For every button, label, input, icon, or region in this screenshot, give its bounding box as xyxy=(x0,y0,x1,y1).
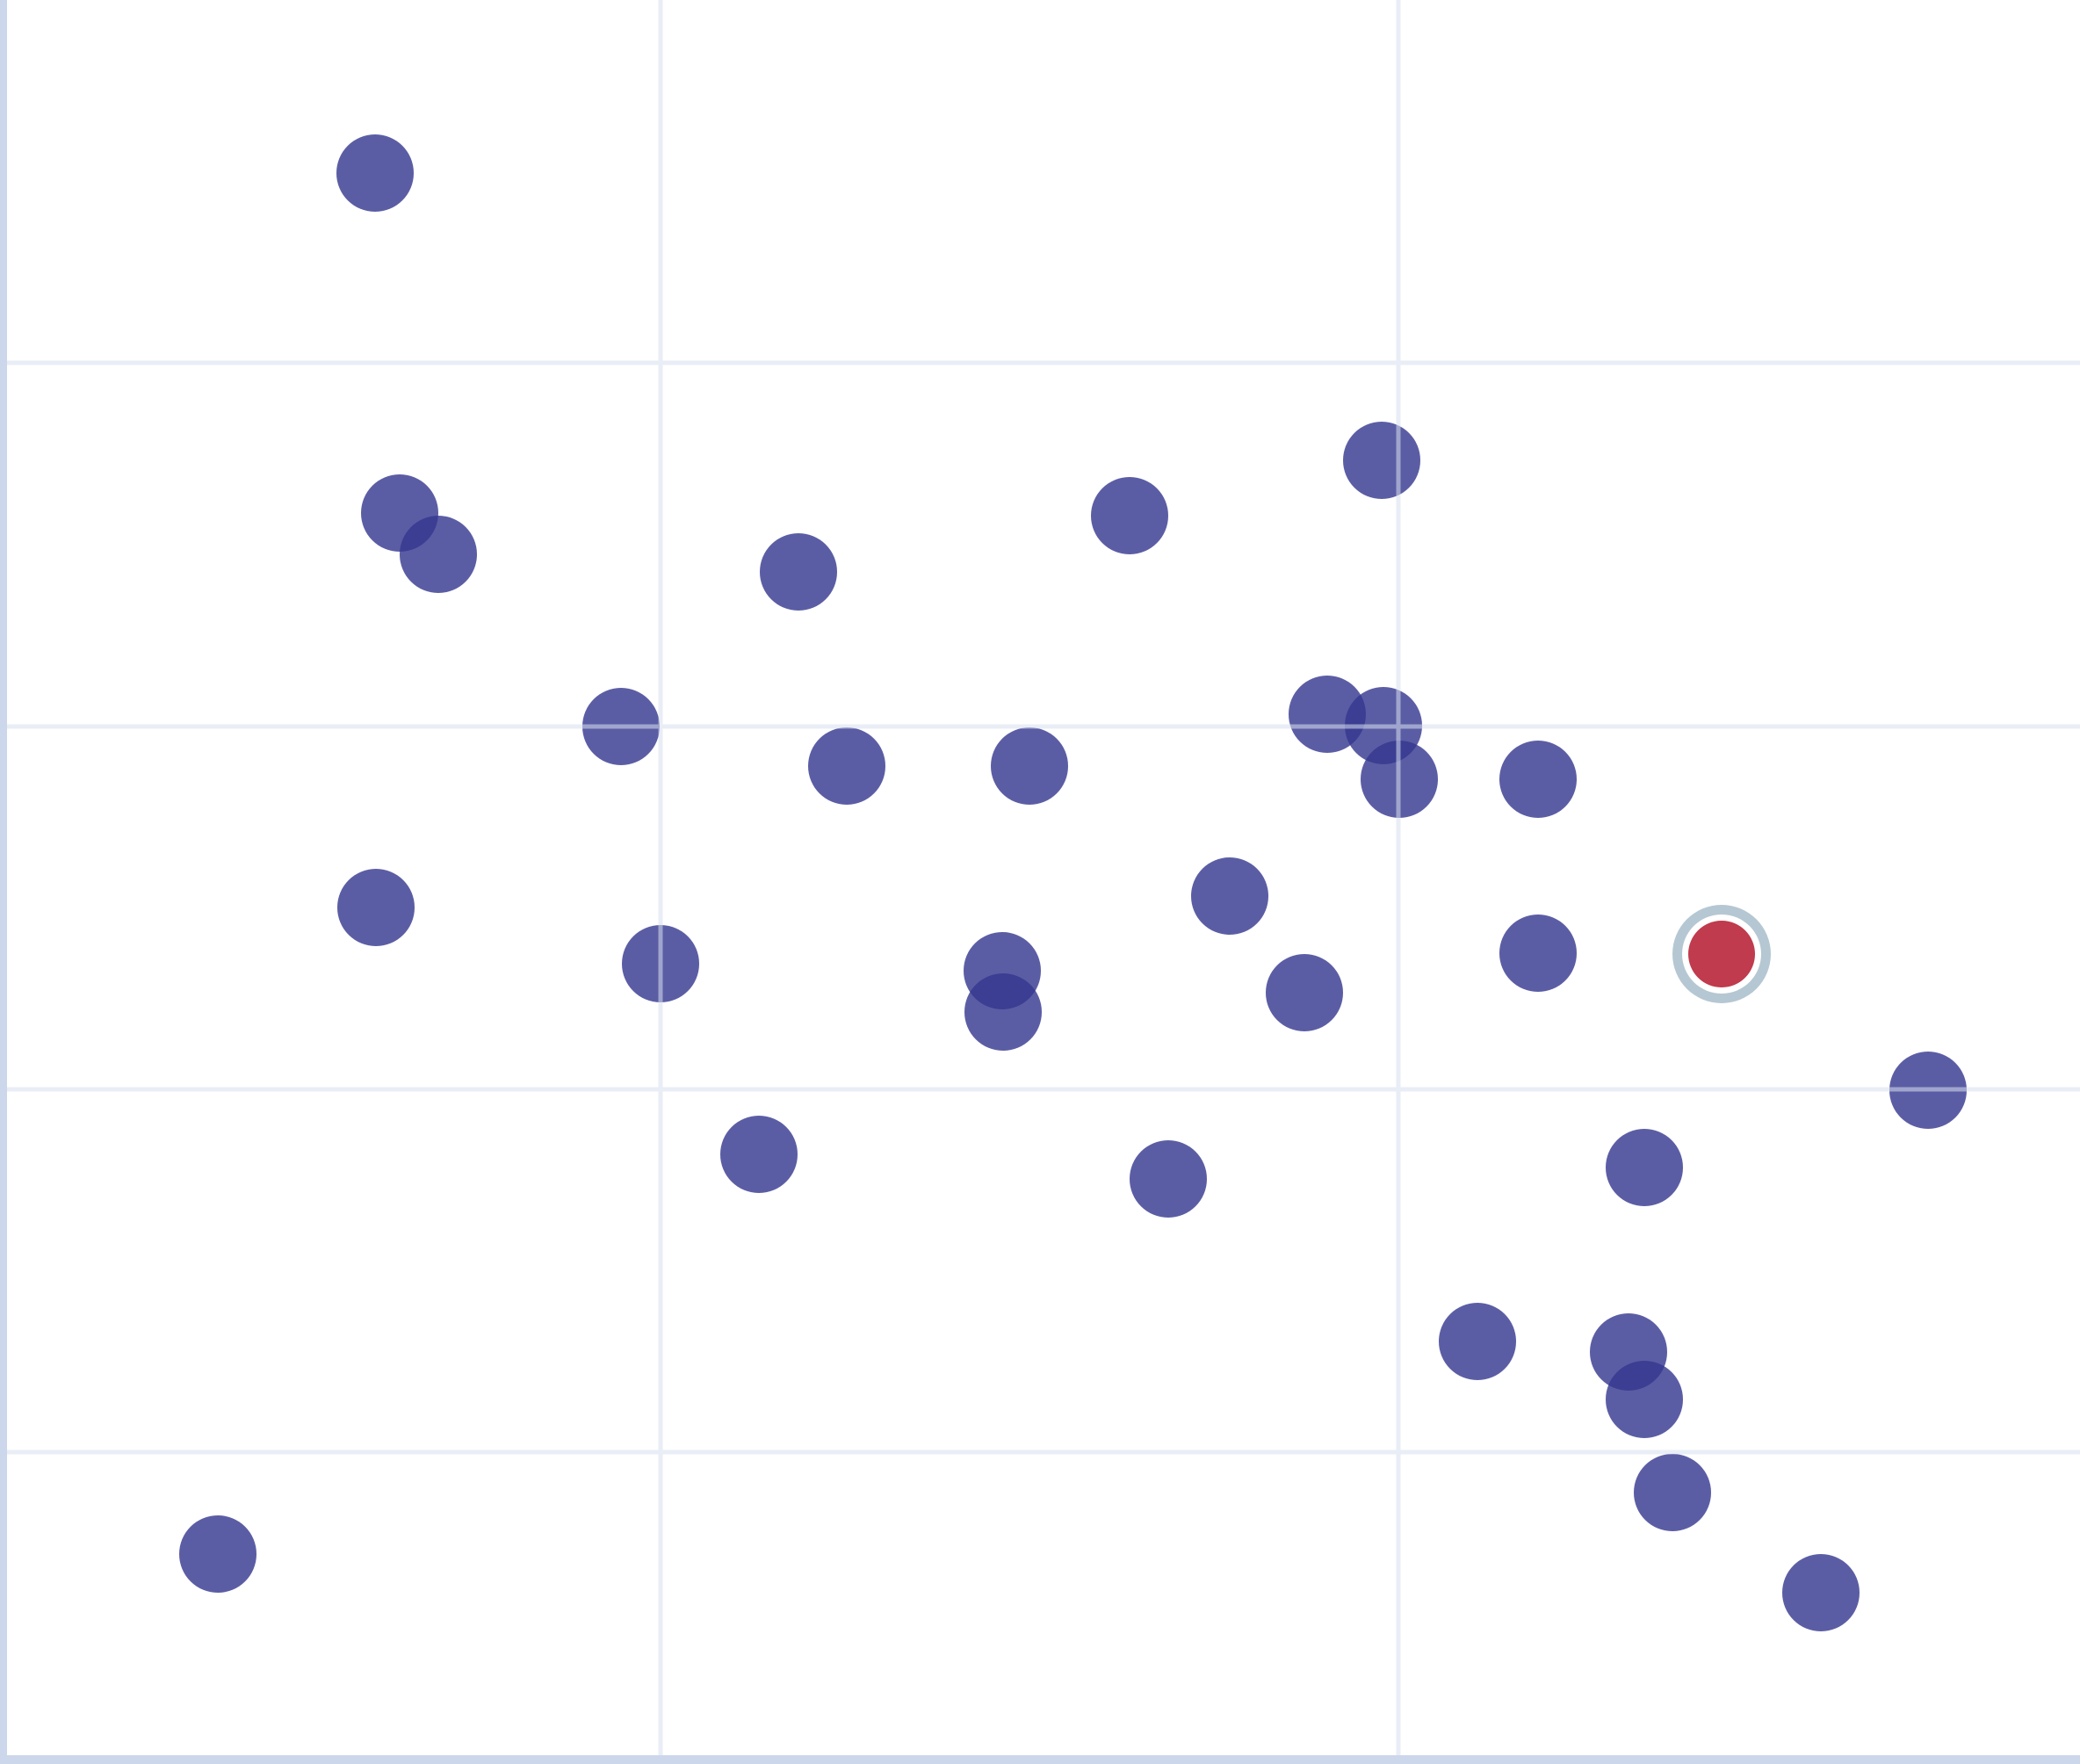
x-axis-line xyxy=(0,1755,2080,1764)
highlighted-data-point[interactable] xyxy=(1672,905,1771,1003)
data-point[interactable] xyxy=(1606,1129,1683,1206)
data-point[interactable] xyxy=(1130,1140,1207,1218)
data-point[interactable] xyxy=(1782,1554,1860,1631)
data-point[interactable] xyxy=(1499,741,1577,818)
data-point[interactable] xyxy=(1499,915,1577,992)
y-axis-line xyxy=(0,0,7,1764)
data-points-layer xyxy=(179,134,1967,1631)
data-point[interactable] xyxy=(179,1515,256,1593)
data-point[interactable] xyxy=(1634,1454,1711,1531)
data-point[interactable] xyxy=(1343,422,1420,499)
data-point[interactable] xyxy=(1091,477,1168,554)
gridlines-layer xyxy=(7,0,2080,1755)
data-point[interactable] xyxy=(720,1116,798,1193)
data-point[interactable] xyxy=(964,973,1042,1051)
data-point[interactable] xyxy=(336,134,414,212)
data-point[interactable] xyxy=(1266,954,1343,1031)
data-point[interactable] xyxy=(400,516,477,593)
data-point[interactable] xyxy=(991,727,1068,805)
data-point[interactable] xyxy=(1191,857,1268,935)
highlighted-data-point-marker[interactable] xyxy=(1688,921,1755,987)
data-point[interactable] xyxy=(337,869,415,946)
data-point[interactable] xyxy=(808,727,885,805)
data-point[interactable] xyxy=(760,533,837,611)
data-point[interactable] xyxy=(1606,1361,1683,1438)
data-point[interactable] xyxy=(1439,1303,1516,1380)
